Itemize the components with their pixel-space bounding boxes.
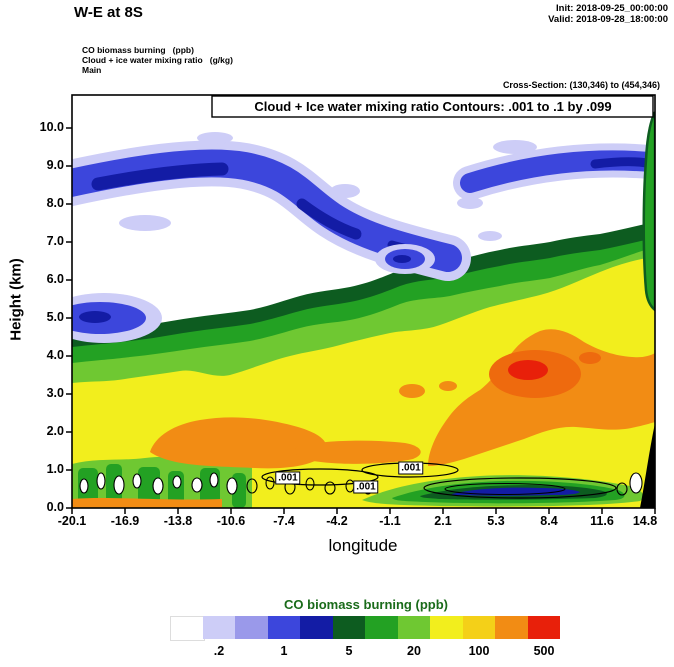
mid-orange-band: [294, 440, 421, 464]
x-tick-label: 2.1: [434, 514, 452, 528]
legend-line-grid: Main: [82, 65, 102, 75]
x-tick-label: -13.8: [163, 514, 193, 528]
colorbar-title: CO biomass burning (ppb): [284, 597, 448, 612]
x-tick-label: 5.3: [487, 514, 505, 528]
lavender-patch-1: [119, 215, 171, 231]
right-edge-green-strip: [642, 111, 655, 312]
green-column: [138, 467, 160, 508]
lavender-patch-3: [330, 184, 360, 198]
small-orange-blob-1: [399, 384, 425, 398]
colorbar-tick-label: 500: [533, 644, 555, 658]
colorbar-cell: [462, 616, 495, 639]
colorbar-tick-label: .2: [213, 644, 225, 658]
colorbar-cell: [267, 616, 300, 639]
colorbar-cell: [527, 616, 560, 639]
bottom-left-orange-strip: [72, 498, 222, 508]
page-title: W-E at 8S: [74, 4, 143, 21]
mid-cloud-darkblue-core: [393, 255, 411, 263]
x-tick-label: -10.6: [216, 514, 246, 528]
y-axis-ticks: [66, 127, 72, 509]
contour-value-label: .001: [275, 471, 301, 485]
x-tick-label: -4.2: [326, 514, 348, 528]
y-tick-label: 5.0: [46, 310, 64, 324]
y-tick-label: 9.0: [46, 158, 64, 172]
cloud-ice-contours: [79, 462, 643, 499]
colorbar-cell: [300, 616, 333, 639]
x-axis-title: longitude: [328, 536, 398, 555]
small-orange-blob-2: [439, 381, 457, 391]
x-tick-label: 14.8: [632, 514, 658, 528]
right-plume-darkblue-core: [590, 157, 655, 169]
left-center-orange-blob: [150, 417, 327, 469]
x-tick-label: -20.1: [57, 514, 87, 528]
upper-plume-darkblue-core-1: [91, 162, 229, 191]
colorbar-tick-label: 100: [468, 644, 490, 658]
lavender-patch-6: [457, 197, 483, 209]
colorbar-tick-label: 20: [407, 644, 421, 658]
y-tick-label: 7.0: [46, 234, 64, 248]
y-tick-label: 6.0: [46, 272, 64, 286]
colorbar-tick-label: 1: [280, 644, 288, 658]
y-tick-label: 8.0: [46, 196, 64, 210]
left-cloud-darkblue-core: [79, 311, 111, 323]
lavender-patch-2: [197, 132, 233, 144]
init-time: Init: 2018-09-25_00:00:00: [556, 3, 668, 14]
upper-plume-darkblue-core-2: [296, 198, 362, 240]
cross-section-note: Cross-Section: (130,346) to (454,346): [502, 80, 660, 90]
colorbar-cell: [430, 616, 463, 639]
legend-line-shaded-var: CO biomass burning (ppb): [82, 45, 194, 55]
shaded-co-field: [72, 95, 655, 508]
colorbar-cell: [170, 616, 205, 641]
x-tick-label: -16.9: [110, 514, 140, 528]
x-tick-label: 11.6: [590, 514, 614, 528]
y-tick-label: 2.0: [46, 424, 64, 438]
y-tick-label: 3.0: [46, 386, 64, 400]
x-axis-ticks: [71, 508, 656, 514]
y-tick-label: 1.0: [46, 462, 64, 476]
contour-banner-text: Cloud + Ice water mixing ratio Contours:…: [254, 99, 612, 114]
y-tick-label: 4.0: [46, 348, 64, 362]
valid-time: Valid: 2018-09-28_18:00:00: [548, 14, 668, 25]
lavender-patch-4: [478, 231, 502, 241]
x-tick-label: -1.1: [379, 514, 401, 528]
red-core: [508, 360, 548, 380]
y-tick-label: 10.0: [39, 120, 64, 134]
x-tick-label: -7.4: [273, 514, 295, 528]
colorbar-cell: [495, 616, 528, 639]
colorbar-cell: [202, 616, 235, 639]
x-tick-label: 8.4: [540, 514, 558, 528]
lavender-patch-5: [493, 140, 537, 154]
contour-banner-box: [211, 95, 654, 118]
colorbar-tick-label: 5: [345, 644, 353, 658]
terrain-wedge: [640, 423, 655, 508]
y-tick-label: 0.0: [46, 500, 64, 514]
contour-value-label: .001: [353, 480, 379, 494]
colorbar-cell: [365, 616, 398, 639]
deep-orange-core-2: [579, 352, 601, 364]
colorbar-cell: [235, 616, 268, 639]
legend-line-contour-var: Cloud + ice water mixing ratio (g/kg): [82, 55, 233, 65]
plot-frame: [71, 94, 656, 509]
colorbar-cell: [397, 616, 430, 639]
colorbar-cell: [332, 616, 365, 639]
y-axis-title: Height (km): [7, 258, 25, 341]
upper-plume-blue: [72, 149, 462, 272]
contour-value-label: .001: [398, 461, 424, 475]
